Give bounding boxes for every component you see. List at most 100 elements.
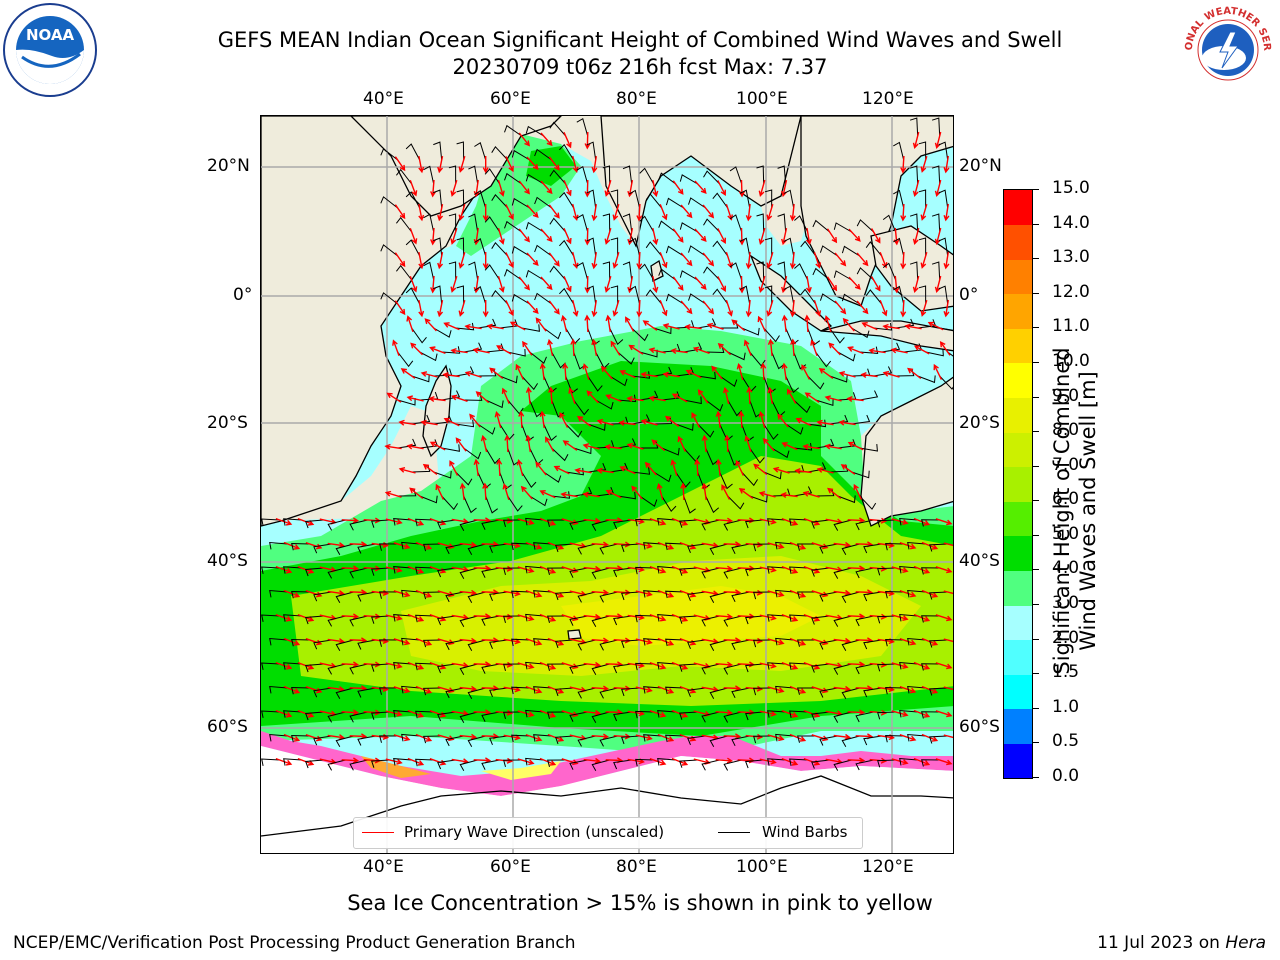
wave-direction-arrow [443,322,460,331]
wave-direction-arrow [834,300,847,315]
wind-barb [599,543,618,555]
wave-direction-arrow [702,252,715,267]
wave-direction-arrow [781,442,798,451]
wave-direction-arrow [393,734,411,742]
wind-barb-legend-label: Wind Barbs [762,823,848,841]
wind-barb [675,471,691,488]
wind-barb [415,710,434,719]
wind-barb [396,264,413,281]
wind-barb [877,615,896,624]
colorbar-tick-mark [1033,707,1039,709]
wind-barb [423,591,442,600]
wind-barb [474,142,487,161]
colorbar-title-line1: Significant Height of Combined [1050,347,1074,675]
wind-barb [610,285,619,305]
wave-direction-arrow [649,758,667,766]
wave-direction-arrow [526,156,539,170]
wave-direction-arrow [738,410,745,429]
wave-direction-arrow [572,299,579,318]
wave-direction-arrow [833,589,852,596]
wind-barb [777,261,787,281]
wind-barb [602,213,611,233]
wind-barb [474,286,487,305]
lon-label-bottom-100e: 100°E [736,857,788,877]
wind-barb [609,327,624,346]
wind-barb [474,190,487,209]
wind-barb [371,759,390,768]
wind-barb [525,269,544,281]
wave-direction-arrow [305,542,323,550]
wind-barb [357,591,376,602]
wind-barb [727,495,745,510]
wind-barb [481,663,500,674]
wind-barb [521,375,539,391]
wind-barb [291,686,310,695]
wind-barb [617,438,637,449]
wave-height-map [260,115,954,854]
wave-direction-arrow [518,276,531,291]
wind-barb [357,543,376,554]
wave-direction-arrow [415,637,433,646]
wave-direction-arrow [900,299,907,318]
wind-barb [591,519,610,531]
wind-barb [829,414,849,425]
wind-barb [503,615,522,624]
wind-barb [437,711,456,722]
wave-direction-arrow [576,415,592,427]
wind-barb [657,662,676,670]
wind-barb [658,268,676,281]
wave-direction-arrow [789,203,796,222]
lat-label-right-eq: 0° [959,285,979,305]
wind-barb [851,470,870,479]
wind-barb [709,543,728,555]
wave-direction-arrow [767,386,774,405]
wind-barb [859,390,879,401]
wind-barb [467,639,486,651]
wind-barb [491,241,509,257]
wind-barb [599,591,618,603]
wind-barb [819,543,838,554]
wind-barb [851,327,870,339]
wave-direction-arrow [721,484,731,500]
wind-barb [703,218,721,233]
wave-direction-arrow [642,320,658,331]
wind-barb [679,663,698,672]
wind-barb [489,591,508,601]
wave-direction-arrow [856,252,869,267]
wind-barb [859,444,878,452]
wave-direction-arrow [459,685,478,692]
wind-barb [797,639,816,647]
wind-barb [349,519,368,531]
wind-barb [445,735,464,747]
wind-barb [873,366,893,377]
wind-barb [719,375,738,387]
colorbar-segment [1004,674,1032,710]
wind-barb [899,565,918,574]
wave-direction-arrow [517,758,535,766]
wave-direction-arrow [745,299,752,318]
wind-barb [811,615,830,625]
wind-barb [745,759,764,769]
wind-barb [899,661,918,670]
lon-label-top-60e: 60°E [490,89,531,109]
wind-barb [885,542,904,551]
wind-barb [261,566,280,574]
wind-barb [423,261,435,281]
wave-direction-arrow [548,300,560,315]
colorbar-segment [1004,397,1032,433]
wind-barb [525,565,544,574]
wind-barb [327,663,346,675]
wind-barb [639,495,658,507]
wind-barb [379,687,398,695]
wind-barb [929,591,948,600]
wave-direction-arrow [525,589,543,598]
wind-barb [484,264,501,281]
wave-direction-arrow [275,709,293,718]
wind-barb [661,495,677,513]
wave-direction-arrow [450,179,458,197]
wind-barb [411,414,431,425]
wave-direction-arrow [758,275,766,294]
wave-direction-arrow [619,466,636,475]
wave-direction-arrow [525,541,543,550]
wind-barb [445,591,464,603]
